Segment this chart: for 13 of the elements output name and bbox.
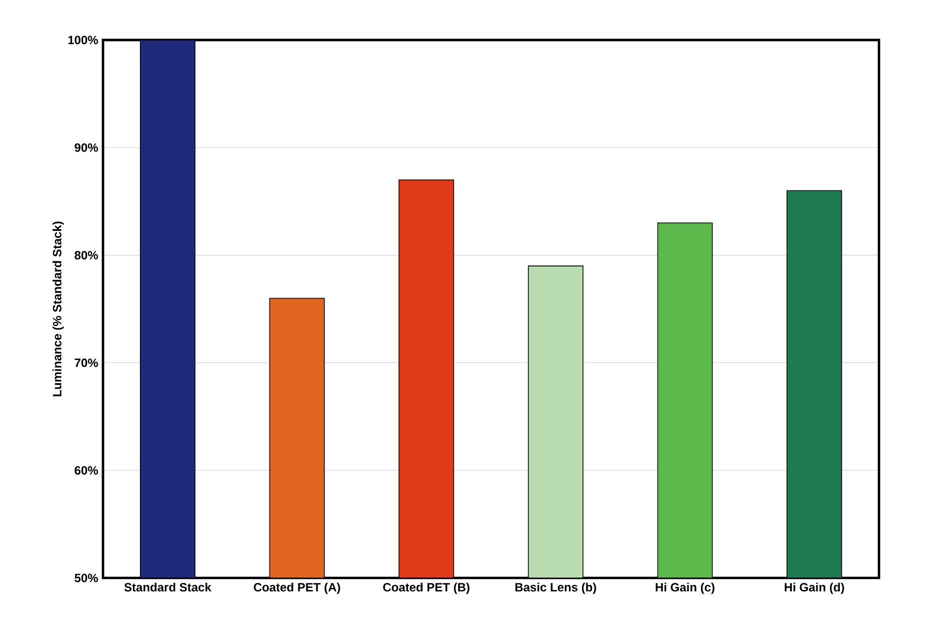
y-tick-label: 90% [74,143,98,152]
x-tick-label: Basic Lens (b) [515,582,596,594]
x-tick-label: Coated PET (B) [383,582,470,594]
y-tick-label: 100% [68,36,98,44]
x-tick-label: Coated PET (A) [254,582,340,594]
x-tick-label: Standard Stack [124,582,212,592]
y-tick-label: 60% [74,466,98,475]
y-tick-label: 70% [74,358,98,368]
x-tick-label: Hi Gain (d) [784,582,844,594]
x-tick-label: Hi Gain (c) [656,582,714,594]
y-axis-title: Luminance (% Standard Stack) [52,222,64,396]
y-tick-label: 50% [74,574,98,582]
y-tick-label: 80% [74,250,98,260]
